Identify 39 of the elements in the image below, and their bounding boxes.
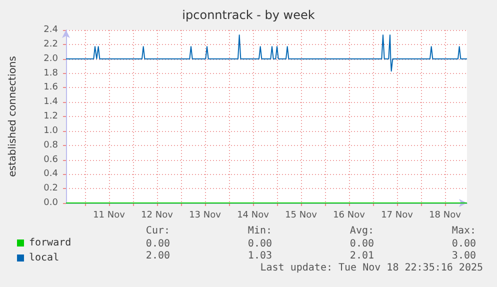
text: Cur: — [146, 226, 170, 236]
legend-label: forward — [29, 238, 72, 248]
x-tick-label: 17 Nov — [381, 210, 414, 220]
text: 0.00 — [248, 238, 272, 250]
line-series — [66, 34, 468, 72]
text: 1.03 — [248, 250, 272, 262]
x-tick-label: 11 Nov — [93, 210, 126, 220]
y-tick-label: 2.2 — [44, 39, 58, 50]
text: 0.00 — [146, 238, 170, 250]
y-tick-label: 0.4 — [44, 169, 58, 180]
text: 0.00 — [350, 238, 374, 250]
y-tick-label: 1.6 — [44, 82, 58, 93]
y-tick-label: 0.8 — [44, 140, 58, 150]
text: Max: — [452, 226, 476, 236]
chart-title: ipconntrack - by week — [182, 8, 315, 22]
text: 0.00 — [452, 238, 476, 250]
x-tick-label: 12 Nov — [141, 210, 174, 220]
text: 3.00 — [452, 250, 476, 262]
x-tick-label: 14 Nov — [237, 210, 270, 220]
y-tick-label: 2.4 — [44, 25, 58, 35]
y-tick-label: 1.8 — [44, 68, 58, 78]
text: 2.01 — [350, 250, 374, 262]
text: Avg: — [350, 226, 374, 236]
x-tick-label: 18 Nov — [429, 210, 462, 220]
text: 2.00 — [146, 250, 170, 262]
y-tick-label: 1.4 — [44, 97, 58, 108]
x-tick-label: 13 Nov — [189, 210, 222, 220]
x-tick-label: 15 Nov — [285, 210, 318, 220]
text: Min: — [248, 226, 272, 236]
y-tick-label: 0.2 — [44, 184, 58, 194]
y-tick-label: 1.2 — [44, 112, 58, 122]
x-tick-label: 16 Nov — [333, 210, 366, 220]
y-tick-label: 2.0 — [44, 54, 58, 64]
y-axis-title: established connections — [8, 56, 18, 177]
text: Last update: Tue Nov 18 22:35:16 2025 — [260, 262, 484, 274]
legend-label: local — [29, 252, 60, 264]
y-tick-label: 0.0 — [44, 198, 58, 208]
y-tick-label: 1.0 — [44, 126, 58, 136]
y-tick-label: 0.6 — [44, 154, 58, 165]
